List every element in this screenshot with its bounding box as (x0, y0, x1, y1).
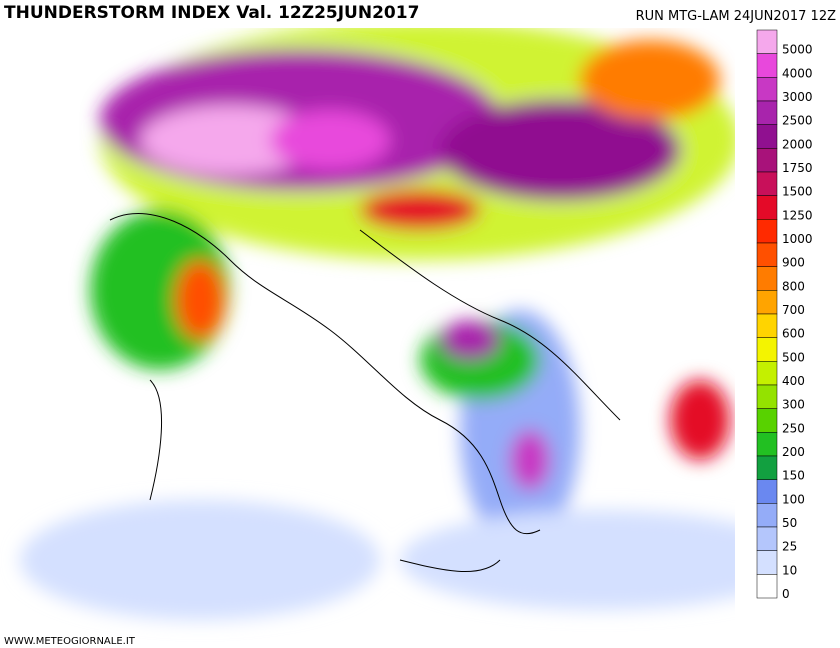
legend-swatch (756, 526, 778, 551)
index-field (20, 28, 735, 620)
legend-label: 5000 (782, 43, 813, 57)
legend-swatch (756, 148, 778, 173)
legend-label: 25 (782, 540, 797, 554)
legend-swatch (756, 242, 778, 267)
legend-label: 600 (782, 327, 805, 341)
legend-label: 300 (782, 398, 805, 412)
legend-label: 50 (782, 516, 797, 530)
legend: 5000400030002500200017501500125010009008… (756, 29, 813, 601)
legend-swatch (756, 408, 778, 433)
legend-label: 4000 (782, 66, 813, 80)
legend-swatch (756, 266, 778, 291)
legend-swatch (756, 77, 778, 102)
legend-swatch (756, 195, 778, 220)
legend-swatch (756, 313, 778, 338)
legend-swatch (756, 574, 778, 599)
legend-swatch (756, 384, 778, 409)
legend-label: 1000 (782, 232, 813, 246)
legend-label: 400 (782, 374, 805, 388)
coastlines (109, 213, 621, 572)
legend-label: 700 (782, 303, 805, 317)
legend-label: 800 (782, 279, 805, 293)
map (0, 28, 735, 648)
legend-swatch (756, 479, 778, 504)
legend-swatch (756, 171, 778, 196)
legend-swatch (756, 550, 778, 575)
run-info: RUN MTG-LAM 24JUN2017 12Z (636, 9, 836, 24)
legend-swatch (756, 124, 778, 149)
legend-label: 100 (782, 492, 805, 506)
legend-label: 250 (782, 421, 805, 435)
legend-swatch (756, 29, 778, 54)
legend-swatch (756, 455, 778, 480)
legend-swatch (756, 219, 778, 244)
legend-swatch (756, 100, 778, 125)
site: WWW.METEOGIORNALE.IT (4, 636, 136, 647)
legend-label: 1250 (782, 208, 813, 222)
legend-label: 2500 (782, 114, 813, 128)
legend-label: 2000 (782, 137, 813, 151)
legend-label: 3000 (782, 90, 813, 104)
legend-swatch (756, 361, 778, 386)
legend-swatch (756, 432, 778, 457)
legend-label: 1500 (782, 185, 813, 199)
legend-label: 10 (782, 563, 797, 577)
legend-label: 200 (782, 445, 805, 459)
legend-label: 1750 (782, 161, 813, 175)
legend-swatch (756, 290, 778, 315)
legend-label: 0 (782, 587, 790, 601)
legend-swatch (756, 503, 778, 528)
legend-swatch (756, 53, 778, 78)
legend-label: 150 (782, 469, 805, 483)
title: THUNDERSTORM INDEX Val. 12Z25JUN2017 (4, 3, 419, 23)
legend-label: 500 (782, 350, 805, 364)
legend-label: 900 (782, 256, 805, 270)
legend-swatch (756, 337, 778, 362)
